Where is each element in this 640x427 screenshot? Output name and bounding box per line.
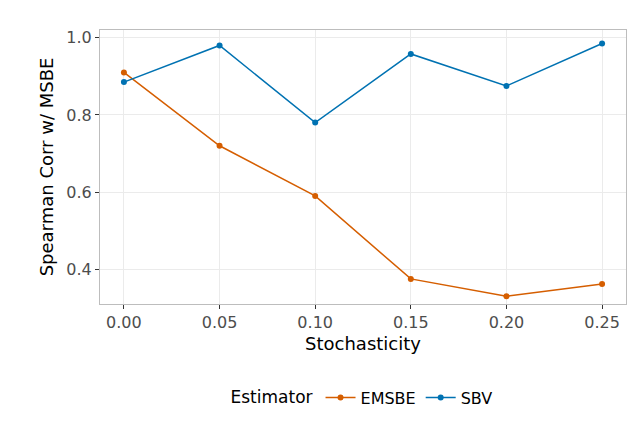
svg-text:0.10: 0.10 — [297, 313, 333, 332]
svg-text:Spearman Corr w/ MSBE: Spearman Corr w/ MSBE — [36, 58, 57, 277]
svg-text:Stochasticity: Stochasticity — [305, 333, 421, 354]
svg-text:0.6: 0.6 — [66, 183, 91, 202]
svg-text:1.0: 1.0 — [66, 28, 91, 47]
svg-text:EMSBE: EMSBE — [361, 389, 416, 408]
svg-text:0.20: 0.20 — [489, 313, 525, 332]
svg-text:0.25: 0.25 — [584, 313, 620, 332]
svg-text:0.8: 0.8 — [66, 106, 91, 125]
svg-text:0.00: 0.00 — [106, 313, 142, 332]
svg-text:Estimator: Estimator — [231, 387, 313, 407]
svg-text:0.05: 0.05 — [202, 313, 238, 332]
svg-text:0.4: 0.4 — [66, 260, 91, 279]
svg-text:0.15: 0.15 — [393, 313, 429, 332]
svg-text:SBV: SBV — [461, 389, 493, 408]
